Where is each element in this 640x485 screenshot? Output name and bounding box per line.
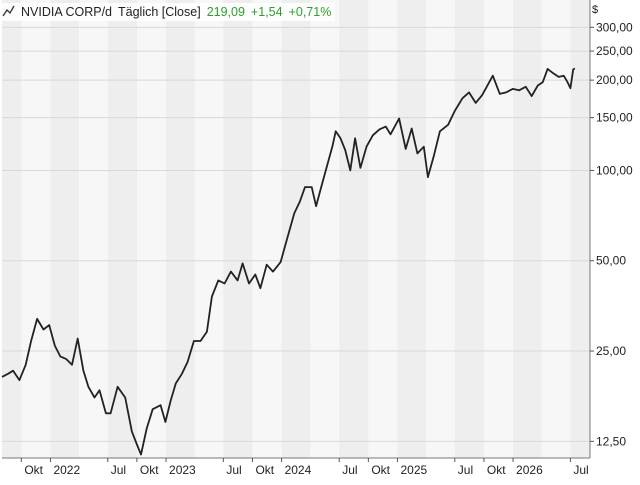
x-tick-label: Jul — [111, 463, 126, 477]
gridlines — [2, 26, 590, 442]
chart-header: NVIDIA CORP/d Täglich [Close] 219,09 +1,… — [2, 3, 336, 21]
chart-mode: Täglich [Close] — [118, 5, 201, 19]
period-band — [570, 0, 590, 458]
x-tick-label: Okt — [371, 463, 390, 477]
y-tick-label: 150,00 — [596, 111, 633, 125]
period-band — [397, 0, 426, 458]
price-change-percent: +0,71% — [288, 5, 332, 19]
y-tick-label: 250,00 — [596, 44, 633, 58]
price-change: +1,54 — [250, 5, 283, 19]
line-chart-icon — [2, 5, 15, 20]
y-tick-label: 25,00 — [596, 344, 626, 358]
y-tick-label: 12,50 — [596, 434, 626, 448]
y-tick-label: 300,00 — [596, 20, 633, 34]
x-tick-label: 2024 — [285, 463, 312, 477]
period-band — [281, 0, 311, 458]
x-tick-label: Okt — [24, 463, 43, 477]
period-band — [339, 0, 369, 458]
y-tick-label: 50,00 — [596, 254, 626, 268]
period-band — [50, 0, 79, 458]
x-tick-label: Jul — [573, 463, 588, 477]
price-line — [1, 67, 576, 456]
x-axis-ticks: Okt 2022 Jul Okt 2023 Jul Okt 2024 Jul Okt 2025 Jul… — [20, 458, 589, 477]
period-band — [513, 0, 542, 458]
instrument-name: NVIDIA CORP/d — [21, 5, 112, 19]
x-tick-label: 2022 — [53, 463, 80, 477]
period-band — [223, 0, 253, 458]
x-tick-label: 2023 — [169, 463, 196, 477]
y-tick-label: 200,00 — [596, 73, 633, 87]
x-tick-label: Jul — [342, 463, 357, 477]
x-tick-label: Okt — [140, 463, 159, 477]
y-axis-ticks: 12,50 25,00 50,00 100,00 150,00 200,00 250,00 3… — [590, 20, 633, 448]
period-band — [107, 0, 137, 458]
x-tick-label: Okt — [255, 463, 274, 477]
y-tick-label: 100,00 — [596, 163, 633, 177]
x-tick-label: 2026 — [516, 463, 543, 477]
period-band — [2, 0, 22, 458]
currency-label: $ — [592, 4, 599, 16]
x-tick-label: Jul — [458, 463, 473, 477]
x-tick-label: Okt — [487, 463, 506, 477]
x-tick-label: 2025 — [400, 463, 427, 477]
period-band — [166, 0, 195, 458]
period-band — [454, 0, 484, 458]
x-tick-label: Jul — [226, 463, 241, 477]
last-price: 219,09 — [206, 5, 245, 19]
